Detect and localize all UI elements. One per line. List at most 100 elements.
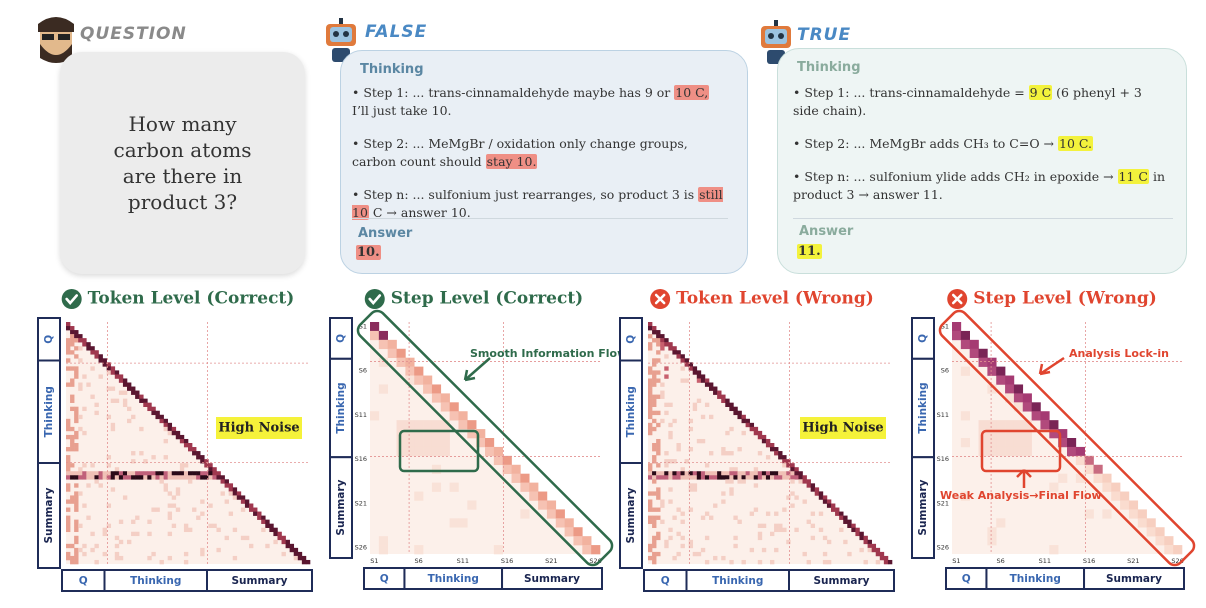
heatmap-cell <box>143 471 148 476</box>
heatmap-cell <box>652 507 657 512</box>
heatmap-cell <box>139 475 144 480</box>
heatmap-cell <box>151 455 156 460</box>
heatmap-cell <box>301 559 307 565</box>
heatmap-cell <box>520 509 530 519</box>
heatmap-cell <box>70 495 75 500</box>
heatmap-cell <box>114 471 120 476</box>
highlight: 10 C, <box>674 85 710 100</box>
heatmap-cell <box>200 455 205 460</box>
heatmap-cell <box>240 499 246 504</box>
heatmap-cell <box>684 358 689 363</box>
heatmap-cell <box>82 503 87 508</box>
heatmap-cell <box>387 339 397 350</box>
heatmap-cell <box>70 555 75 561</box>
heatmap-cell <box>745 475 750 480</box>
heatmap-cell <box>114 475 120 480</box>
question-box: How many carbon atoms are there in produ… <box>60 52 305 274</box>
heatmap-cell <box>688 447 694 452</box>
heatmap-cell <box>652 326 657 331</box>
section-label: Q <box>962 573 971 585</box>
heatmap-cell <box>289 543 295 549</box>
heatmap-cell <box>520 482 530 492</box>
heatmap-cell <box>114 467 120 472</box>
heatmap-cell <box>664 459 669 464</box>
section-label: Q <box>917 334 929 343</box>
heatmap-cell <box>688 543 694 549</box>
heatmap-cell <box>859 535 864 541</box>
heatmap-cell <box>652 447 657 452</box>
heatmap-cell <box>765 475 771 480</box>
heatmap-cell <box>721 447 726 452</box>
heatmap-cell <box>66 422 71 428</box>
heatmap-cell <box>871 543 877 549</box>
heatmap-cell <box>74 483 79 488</box>
heatmap-cell <box>236 491 242 496</box>
heatmap-cell <box>847 523 852 528</box>
heatmap-cell <box>167 491 173 496</box>
heatmap-cell <box>220 475 225 480</box>
x-tick-label: S16 <box>1083 557 1095 565</box>
heatmap-cell <box>102 358 107 363</box>
heatmap-cell <box>208 475 213 480</box>
heatmap-cell <box>778 471 783 476</box>
x-tick-label: S26 <box>589 557 601 565</box>
heatmap-cell <box>423 429 433 439</box>
heatmap-cell <box>1049 429 1059 439</box>
panel: Step Level (Correct) S1 S1 S6 S6 S11 S11 S16 S16… <box>329 289 627 590</box>
step-text: • Step n: ... sulfonium ylide adds CH₂ i… <box>793 169 1118 184</box>
heatmap-cell <box>733 410 738 416</box>
heatmap-cell <box>70 443 75 448</box>
heatmap-cell <box>676 443 681 448</box>
heatmap-cell <box>969 339 979 350</box>
heatmap-cell <box>102 527 107 533</box>
heatmap-cell <box>648 519 653 524</box>
heatmap-cell <box>167 426 173 432</box>
panel-title: Token Level (Wrong) <box>676 289 874 309</box>
heatmap-cell <box>431 384 442 394</box>
heatmap-cell <box>753 507 759 512</box>
heatmap-cell <box>672 471 677 476</box>
heatmap-cell <box>753 475 759 480</box>
heatmap-cell <box>74 519 79 524</box>
heatmap-cell <box>66 463 71 468</box>
heatmap-cell <box>74 551 79 557</box>
heatmap-cell <box>192 507 197 512</box>
heatmap-cell <box>652 555 657 561</box>
heatmap-cell <box>106 463 112 468</box>
heatmap-cell <box>863 539 868 545</box>
heatmap-cell <box>782 507 787 512</box>
heatmap-cell <box>794 467 799 472</box>
heatmap-cell <box>204 471 209 476</box>
step-text: • Step 2: ... MeMgBr adds CH₃ to C=O → <box>793 136 1058 151</box>
heatmap-cell <box>171 471 177 476</box>
heatmap-cell <box>668 422 673 428</box>
heatmap-cell <box>996 375 1006 385</box>
heatmap-cell <box>741 479 746 484</box>
heatmap-cell <box>648 475 653 480</box>
heatmap-cell <box>794 527 799 533</box>
heatmap-cell <box>987 527 997 537</box>
heatmap-cell <box>692 487 698 492</box>
heatmap-cell <box>664 338 669 343</box>
heatmap-cell <box>405 429 415 439</box>
heatmap-cell <box>171 475 177 480</box>
step: • Step n: ... sulfonium just rearranges,… <box>352 186 730 222</box>
heatmap-cell <box>717 390 722 395</box>
heatmap-cell <box>1022 393 1032 403</box>
heatmap-cell <box>696 374 702 379</box>
heatmap-cell <box>749 422 755 428</box>
heatmap-cell <box>1013 446 1024 457</box>
heatmap-cell <box>163 475 168 480</box>
heatmap-cell <box>664 539 669 545</box>
heatmap-cell <box>770 447 775 452</box>
heatmap-cell <box>183 443 189 448</box>
heatmap-cell <box>737 475 742 480</box>
heatmap-cell <box>273 539 278 545</box>
heatmap-cell <box>648 430 653 436</box>
heatmap-cell <box>648 370 653 375</box>
heatmap-cell <box>656 475 661 480</box>
heatmap-cell <box>1013 438 1024 448</box>
heatmap-cell <box>70 394 75 399</box>
question-label: QUESTION <box>80 24 187 44</box>
heatmap-cell <box>709 451 714 456</box>
